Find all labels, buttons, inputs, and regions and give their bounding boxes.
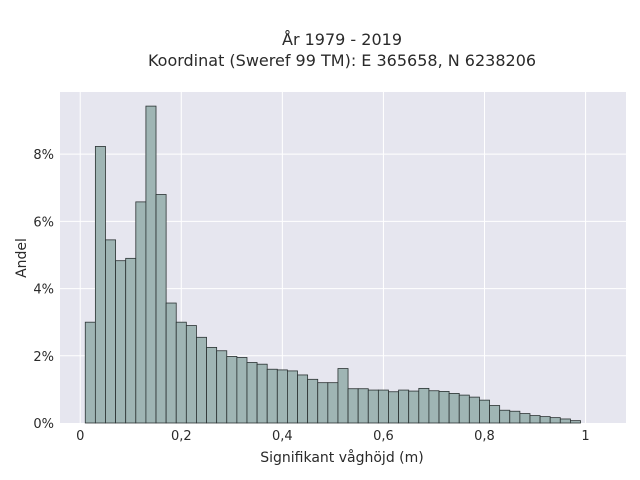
x-tick-label: 0,4	[272, 429, 293, 444]
histogram-bar	[175, 321, 187, 424]
x-tick-label: 0,8	[474, 429, 495, 444]
histogram-bar	[489, 405, 501, 424]
y-tick-label: 0%	[33, 417, 54, 432]
histogram-bar	[388, 391, 399, 424]
y-tick-label: 6%	[33, 215, 54, 230]
histogram-bar	[549, 417, 561, 424]
histogram-bar	[357, 388, 369, 424]
histogram-bar	[337, 368, 349, 424]
histogram-bar	[408, 390, 420, 424]
x-tick-label: 1	[581, 429, 589, 444]
y-tick-label: 2%	[33, 350, 54, 365]
histogram-bar	[256, 363, 268, 424]
histogram-bar	[105, 239, 116, 424]
bars	[84, 105, 581, 424]
histogram-bar	[458, 394, 470, 424]
chart-title-line2: Koordinat (Sweref 99 TM): E 365658, N 62…	[148, 51, 536, 70]
histogram-bar	[135, 201, 147, 424]
histogram-bar	[468, 396, 480, 424]
chart-title-line1: År 1979 - 2019	[282, 30, 402, 49]
y-tick-label: 4%	[33, 283, 54, 298]
histogram-bar	[479, 399, 490, 424]
histogram-bar	[327, 382, 339, 424]
y-axis-label: Andel	[14, 238, 30, 278]
histogram-bar	[307, 378, 319, 424]
x-tick-label: 0,2	[171, 429, 192, 444]
histogram-bar	[185, 325, 197, 424]
y-tick-label: 8%	[33, 148, 54, 163]
histogram-bar	[367, 389, 379, 424]
histogram-bar	[317, 382, 329, 424]
histogram-bar	[125, 257, 137, 424]
histogram-bar	[226, 356, 238, 424]
histogram-bar	[115, 260, 127, 424]
histogram-bar	[236, 357, 248, 424]
x-axis-label: Signifikant våghöjd (m)	[260, 449, 423, 466]
histogram-bar	[509, 410, 521, 424]
histogram-bar	[276, 369, 288, 424]
histogram-bar	[165, 302, 177, 424]
histogram-bar	[519, 413, 531, 424]
tick-labels: 0 0,2 0,4 0,6 0,8 1 0% 2% 4% 6% 8%	[33, 148, 589, 444]
histogram-bar	[559, 418, 571, 424]
histogram-bar	[448, 393, 460, 424]
histogram-bar	[539, 416, 551, 424]
histogram-bar	[246, 362, 258, 424]
histogram-bar	[377, 389, 389, 424]
histogram-bar	[418, 387, 430, 424]
histogram-bar	[529, 415, 541, 424]
x-tick-label: 0,6	[373, 429, 394, 444]
histogram-bar	[196, 336, 207, 424]
histogram-bar	[266, 368, 278, 424]
histogram-bar	[428, 390, 440, 424]
histogram-bar	[145, 105, 157, 424]
histogram-bar	[155, 194, 167, 424]
histogram-bar	[499, 409, 511, 424]
histogram-bar	[398, 389, 410, 424]
histogram-bar	[94, 146, 106, 424]
histogram-bar	[297, 374, 309, 424]
histogram-bar	[438, 391, 450, 424]
histogram-bar	[216, 350, 228, 424]
histogram-bar	[347, 388, 359, 424]
histogram-bar	[570, 420, 581, 424]
histogram-bar	[84, 321, 96, 424]
histogram-bar	[206, 346, 218, 424]
histogram-bar	[287, 370, 298, 424]
x-tick-label: 0	[76, 429, 84, 444]
